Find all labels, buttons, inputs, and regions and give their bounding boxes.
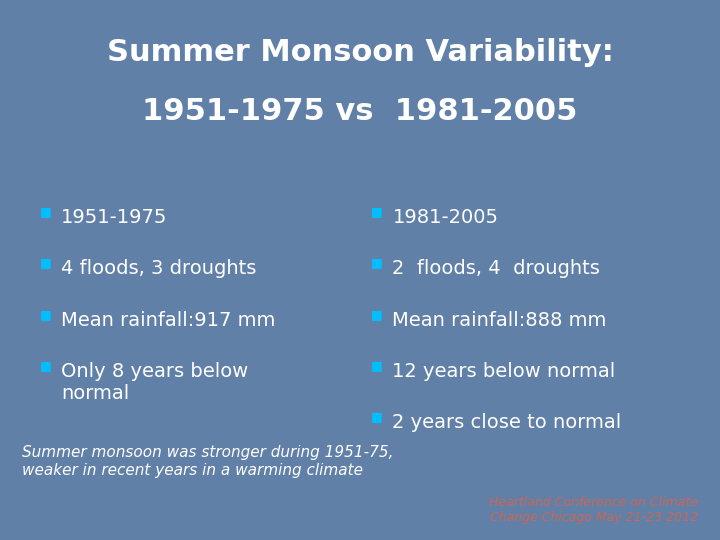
Text: Summer Monsoon Variability:: Summer Monsoon Variability:: [107, 38, 613, 67]
Text: 1951-1975 vs  1981-2005: 1951-1975 vs 1981-2005: [143, 97, 577, 126]
Text: ■: ■: [371, 256, 382, 269]
Text: Summer monsoon was stronger during 1951-75,
weaker in recent years in a warming : Summer monsoon was stronger during 1951-…: [22, 446, 393, 478]
Text: 12 years below normal: 12 years below normal: [392, 362, 616, 381]
Text: 2 years close to normal: 2 years close to normal: [392, 413, 621, 432]
Text: ■: ■: [371, 205, 382, 218]
Text: ■: ■: [40, 308, 51, 321]
Text: ■: ■: [371, 410, 382, 423]
Text: 4 floods, 3 droughts: 4 floods, 3 droughts: [61, 259, 256, 278]
Text: ■: ■: [371, 359, 382, 372]
Text: Only 8 years below
normal: Only 8 years below normal: [61, 362, 248, 403]
Text: 1951-1975: 1951-1975: [61, 208, 168, 227]
Text: ■: ■: [40, 359, 51, 372]
Text: ■: ■: [40, 256, 51, 269]
Text: Mean rainfall:888 mm: Mean rainfall:888 mm: [392, 310, 607, 329]
Text: Mean rainfall:917 mm: Mean rainfall:917 mm: [61, 310, 276, 329]
Text: Heartland Conference on Climate
Change Chicago May 21-23 2012: Heartland Conference on Climate Change C…: [490, 496, 698, 524]
Text: 2  floods, 4  droughts: 2 floods, 4 droughts: [392, 259, 600, 278]
Text: ■: ■: [371, 308, 382, 321]
Text: ■: ■: [40, 205, 51, 218]
Text: 1981-2005: 1981-2005: [392, 208, 498, 227]
